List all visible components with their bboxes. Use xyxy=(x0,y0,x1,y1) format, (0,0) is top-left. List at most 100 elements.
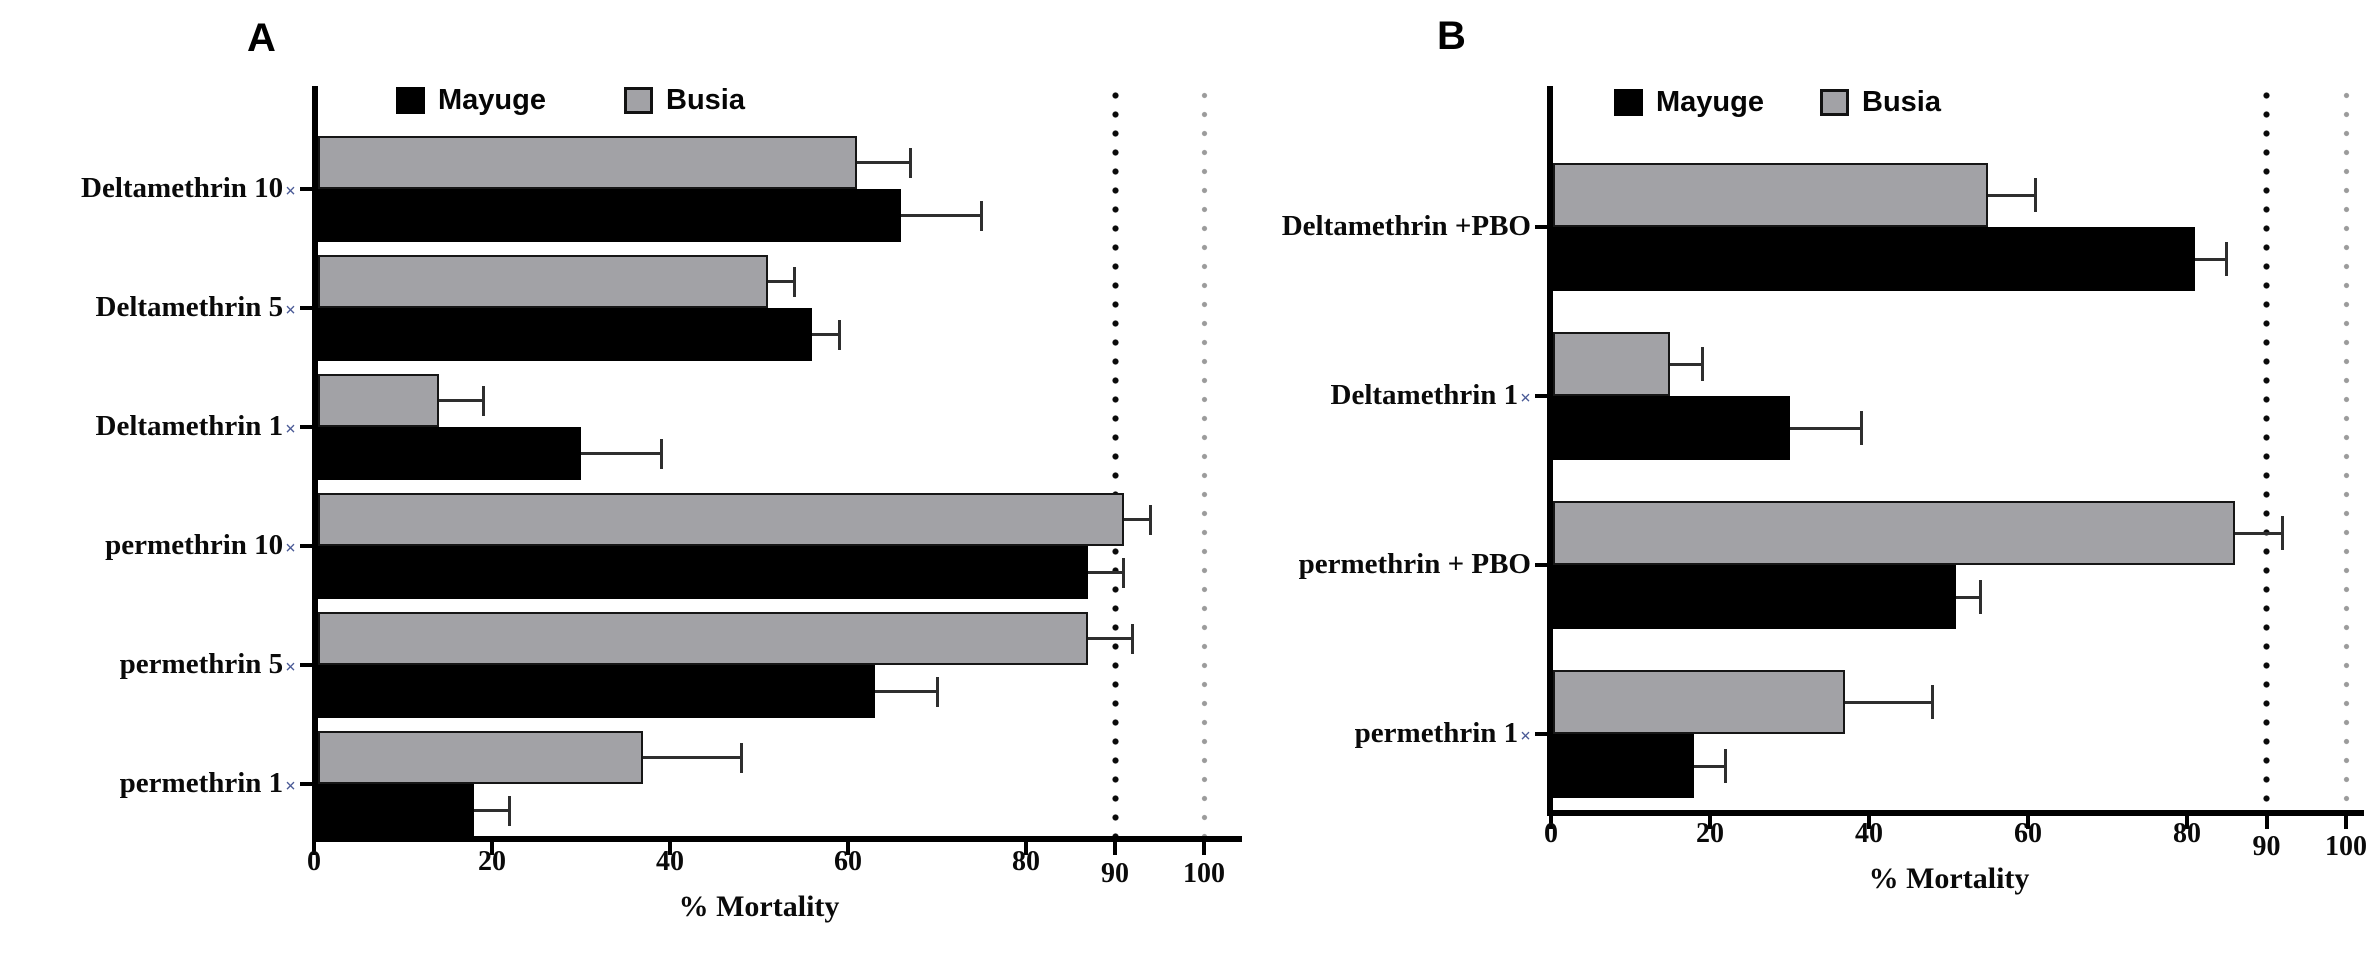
category-tick xyxy=(1535,394,1547,398)
category-label-text: Deltamethrin 10 xyxy=(81,172,284,204)
x-tick-label-0: 0 xyxy=(1544,818,1558,849)
x-tick-label-40: 40 xyxy=(656,846,684,877)
x-tick-label-20: 20 xyxy=(1696,818,1724,849)
reference-line-90 xyxy=(2263,86,2270,810)
error-bar-cap xyxy=(2280,516,2284,550)
x-tick-label-100: 100 xyxy=(1183,858,1225,889)
x-tick-20 xyxy=(1708,816,1712,829)
error-bar-cap xyxy=(837,319,841,350)
x-tick-60 xyxy=(2026,816,2030,829)
legend-swatch-mayuge xyxy=(396,87,425,114)
category-label: permethrin 10 × xyxy=(0,531,296,560)
error-bar-line xyxy=(2234,531,2283,535)
error-bar-cap xyxy=(793,266,797,297)
bar-mayuge xyxy=(1553,396,1790,460)
legend-item-mayuge: Mayuge xyxy=(396,84,546,117)
category-label-text: permethrin 10 xyxy=(105,529,284,561)
category-label: Deltamethrin +PBO xyxy=(1071,212,1531,241)
bar-busia xyxy=(1553,163,1989,227)
bar-busia xyxy=(1553,332,1671,396)
x-tick-0 xyxy=(312,842,316,855)
panel-b-title: B xyxy=(1437,14,1466,58)
error-bar-cap xyxy=(1131,623,1135,654)
y-axis-spine xyxy=(312,86,318,842)
error-bar-line xyxy=(1789,426,1862,430)
category-label-text: permethrin + PBO xyxy=(1298,548,1531,580)
category-tick xyxy=(300,306,312,310)
error-bar-line xyxy=(1088,571,1124,574)
category-tick xyxy=(300,544,312,548)
bar-mayuge xyxy=(318,665,875,718)
category-tick xyxy=(300,187,312,191)
category-mult-sign: × xyxy=(285,657,296,678)
x-tick-label-80: 80 xyxy=(2173,818,2201,849)
bar-busia xyxy=(1553,670,1846,734)
x-tick-label-90: 90 xyxy=(2252,831,2281,862)
bar-busia xyxy=(318,255,768,308)
bar-busia xyxy=(318,374,439,427)
category-label-text: Deltamethrin 5 xyxy=(95,291,284,323)
y-axis-spine xyxy=(1547,86,1553,816)
category-label: permethrin 5 × xyxy=(0,650,296,679)
error-bar-line xyxy=(856,161,911,164)
panel-a-title: A xyxy=(247,16,276,60)
x-tick-90 xyxy=(2264,816,2269,829)
category-label-text: Deltamethrin 1 xyxy=(1330,379,1519,411)
bar-mayuge xyxy=(318,308,813,361)
error-bar-cap xyxy=(739,742,743,773)
bar-busia xyxy=(318,493,1124,546)
x-tick-20 xyxy=(490,842,494,855)
bar-busia xyxy=(318,136,857,189)
error-bar-line xyxy=(1956,595,1981,599)
legend-label-busia: Busia xyxy=(1862,86,1941,118)
category-mult-sign: × xyxy=(285,300,296,321)
x-axis-line xyxy=(1547,810,2364,816)
bar-busia xyxy=(1553,501,2235,565)
error-bar-cap xyxy=(935,676,939,707)
category-tick xyxy=(1535,225,1547,229)
x-tick-label-100: 100 xyxy=(2325,831,2367,862)
category-label: permethrin + PBO xyxy=(1071,550,1531,579)
legend-swatch-mayuge xyxy=(1614,89,1643,116)
category-mult-sign: × xyxy=(285,538,296,559)
x-tick-100 xyxy=(1202,842,1206,855)
x-tick-label-60: 60 xyxy=(834,846,862,877)
category-mult-sign: × xyxy=(285,419,296,440)
category-label: permethrin 1 × xyxy=(1071,719,1531,748)
error-bar-line xyxy=(901,214,982,217)
error-bar-line xyxy=(767,280,795,283)
error-bar-line xyxy=(874,690,937,693)
x-tick-label-80: 80 xyxy=(1012,846,1040,877)
error-bar-line xyxy=(1670,362,1703,366)
reference-line-100 xyxy=(2342,86,2350,810)
error-bar-line xyxy=(1988,193,2036,197)
legend-label-busia: Busia xyxy=(666,84,745,116)
error-bar-cap xyxy=(1724,749,1728,783)
error-bar-line xyxy=(438,399,484,402)
error-bar-cap xyxy=(2225,242,2229,276)
x-tick-40 xyxy=(668,842,672,855)
error-bar-cap xyxy=(1149,504,1153,535)
error-bar-cap xyxy=(908,147,912,178)
error-bar-cap xyxy=(2034,178,2038,212)
category-label: Deltamethrin 5 × xyxy=(0,293,296,322)
category-tick xyxy=(300,663,312,667)
x-tick-label-20: 20 xyxy=(478,846,506,877)
error-bar-line xyxy=(2194,257,2227,261)
legend-item-mayuge: Mayuge xyxy=(1614,86,1764,119)
bar-mayuge xyxy=(318,546,1089,599)
legend-item-busia: Busia xyxy=(624,84,745,117)
error-bar-line xyxy=(643,756,742,759)
bar-busia xyxy=(318,612,1089,665)
category-label: Deltamethrin 1 × xyxy=(1071,381,1531,410)
error-bar-line xyxy=(1845,700,1933,704)
legend-swatch-busia xyxy=(624,87,653,114)
category-mult-sign: × xyxy=(1520,388,1531,409)
x-tick-40 xyxy=(1867,816,1871,829)
x-tick-label-0: 0 xyxy=(307,846,321,877)
legend-label-mayuge: Mayuge xyxy=(1656,86,1764,118)
legend-swatch-busia xyxy=(1820,89,1849,116)
legend-label-mayuge: Mayuge xyxy=(438,84,546,116)
category-mult-sign: × xyxy=(1520,726,1531,747)
x-axis-label: % Mortality xyxy=(678,890,840,923)
